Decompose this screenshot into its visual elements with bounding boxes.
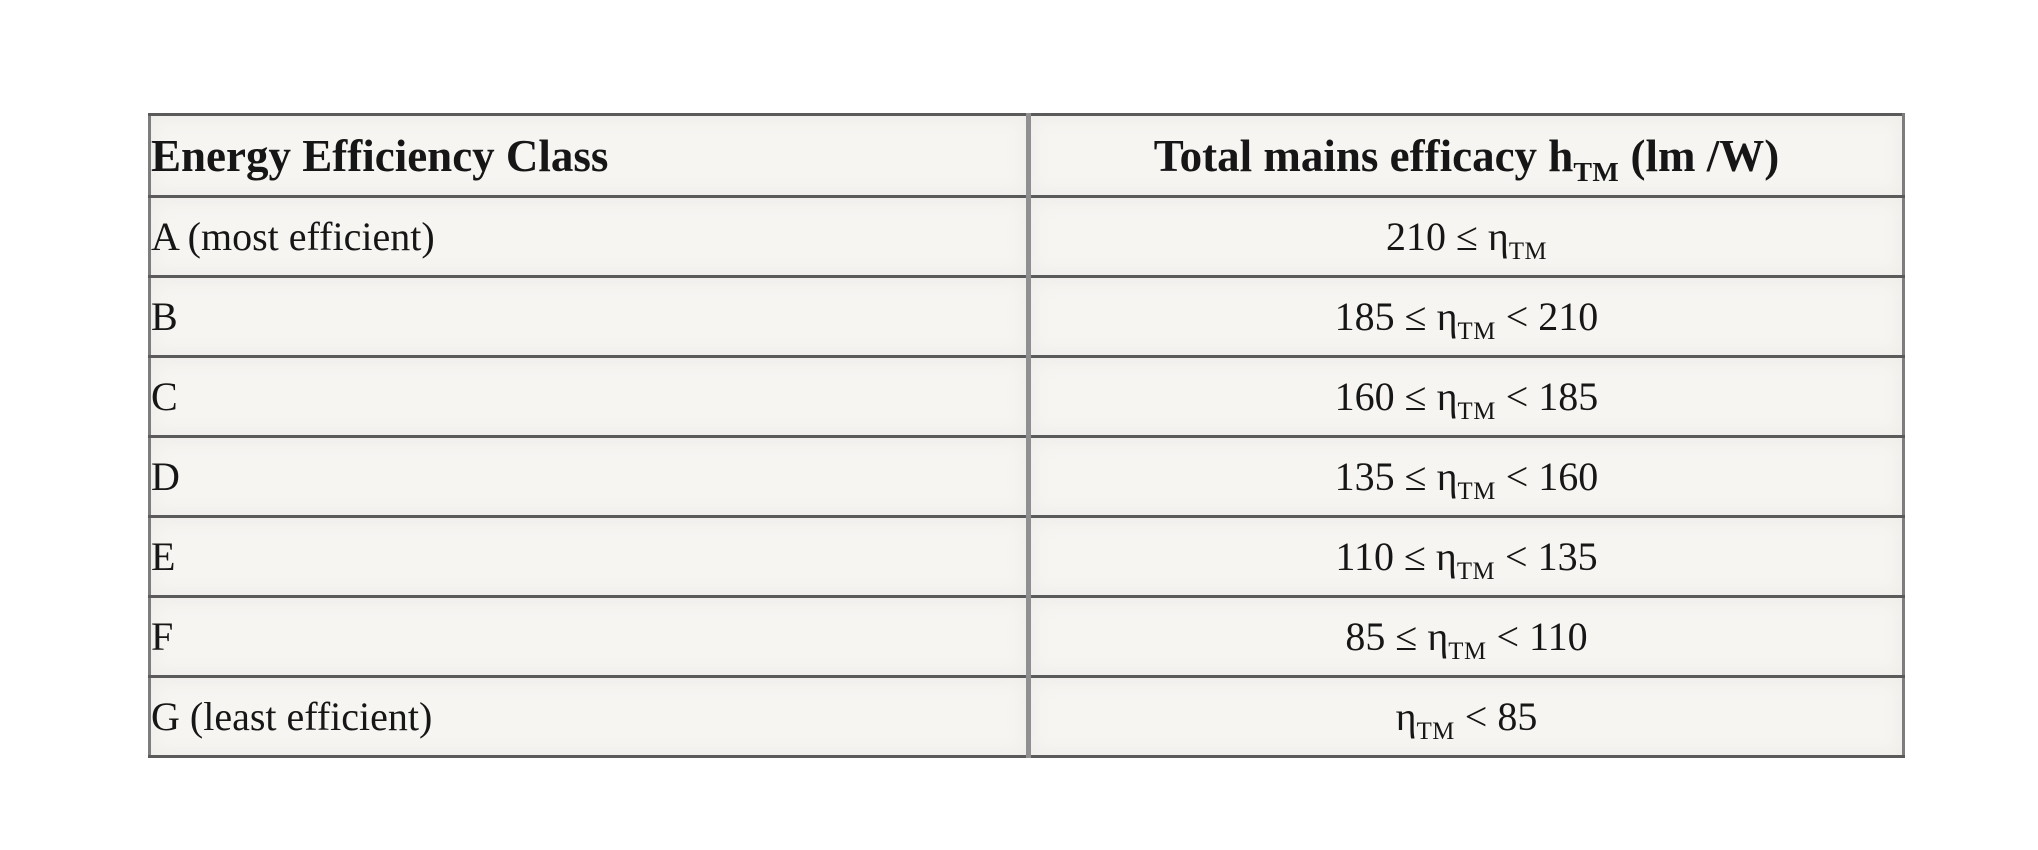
- efficacy-prefix-text: 85 ≤: [1345, 614, 1428, 659]
- efficacy-cell: 85 ≤ ηTM < 110: [1026, 595, 1905, 678]
- table-row-class-d: D 135 ≤ ηTM < 160: [148, 435, 1905, 518]
- table-row-class-e: E 110 ≤ ηTM < 135: [148, 515, 1905, 598]
- eta-symbol: η: [1395, 694, 1417, 739]
- efficacy-suffix-text: < 185: [1495, 374, 1599, 419]
- class-label: G (least efficient): [151, 694, 433, 739]
- eta-subscript: TM: [1457, 398, 1496, 425]
- header-efficacy-prefix-text: Total mains efficacy h: [1153, 130, 1574, 181]
- class-cell: A (most efficient): [148, 195, 1030, 278]
- class-label: A (most efficient): [151, 214, 435, 259]
- class-cell: D: [148, 435, 1030, 518]
- class-label: D: [151, 454, 180, 499]
- efficacy-expression: 210 ≤ ηTM: [1385, 214, 1547, 264]
- eta-subscript: TM: [1457, 478, 1496, 505]
- eta-symbol: η: [1435, 534, 1457, 579]
- eta-symbol: η: [1487, 214, 1509, 259]
- efficacy-expression: 160 ≤ ηTM < 185: [1334, 374, 1599, 424]
- eta-subscript: TM: [1416, 718, 1455, 745]
- class-label: F: [151, 614, 174, 659]
- efficacy-suffix-text: < 85: [1454, 694, 1538, 739]
- efficacy-suffix-text: < 110: [1486, 614, 1588, 659]
- efficacy-cell: ηTM < 85: [1026, 675, 1905, 758]
- header-efficacy-subscript: TM: [1573, 156, 1620, 188]
- header-cell-efficacy: Total mains efficacy hTM (lm /W): [1026, 113, 1905, 198]
- efficacy-cell: 135 ≤ ηTM < 160: [1026, 435, 1905, 518]
- efficacy-prefix-text: 135 ≤: [1334, 454, 1437, 499]
- table-row-class-a: A (most efficient) 210 ≤ ηTM: [148, 195, 1905, 278]
- table-row-class-g: G (least efficient) ηTM < 85: [148, 675, 1905, 758]
- efficacy-expression: 85 ≤ ηTM < 110: [1345, 614, 1588, 664]
- efficacy-suffix-text: < 210: [1495, 294, 1599, 339]
- efficacy-prefix-text: 110 ≤: [1335, 534, 1436, 579]
- eta-subscript: TM: [1448, 638, 1487, 665]
- header-efficacy-label: Total mains efficacy hTM (lm /W): [1153, 130, 1780, 186]
- table-row-class-f: F 85 ≤ ηTM < 110: [148, 595, 1905, 678]
- class-label: E: [151, 534, 176, 579]
- efficacy-expression: 110 ≤ ηTM < 135: [1335, 534, 1598, 584]
- eta-subscript: TM: [1457, 318, 1496, 345]
- efficacy-cell: 210 ≤ ηTM: [1026, 195, 1905, 278]
- eta-symbol: η: [1436, 294, 1458, 339]
- class-label: C: [151, 374, 178, 419]
- table-row-class-b: B 185 ≤ ηTM < 210: [148, 275, 1905, 358]
- header-class-label: Energy Efficiency Class: [151, 130, 609, 181]
- class-cell: F: [148, 595, 1030, 678]
- efficacy-cell: 110 ≤ ηTM < 135: [1026, 515, 1905, 598]
- header-efficacy-suffix-text: (lm /W): [1619, 130, 1780, 181]
- efficacy-prefix-text: 185 ≤: [1334, 294, 1437, 339]
- eta-symbol: η: [1436, 374, 1458, 419]
- eta-subscript: TM: [1456, 558, 1496, 585]
- efficacy-cell: 160 ≤ ηTM < 185: [1026, 355, 1905, 438]
- eta-symbol: η: [1436, 454, 1458, 499]
- eta-symbol: η: [1427, 614, 1449, 659]
- efficacy-suffix-text: < 160: [1495, 454, 1599, 499]
- efficacy-prefix-text: 210 ≤: [1385, 214, 1488, 259]
- header-cell-class: Energy Efficiency Class: [148, 113, 1030, 198]
- class-cell: G (least efficient): [148, 675, 1030, 758]
- efficacy-suffix-text: < 135: [1495, 534, 1598, 579]
- class-label: B: [151, 294, 178, 339]
- table-row-class-c: C 160 ≤ ηTM < 185: [148, 355, 1905, 438]
- efficacy-cell: 185 ≤ ηTM < 210: [1026, 275, 1905, 358]
- eta-subscript: TM: [1508, 238, 1548, 265]
- class-cell: E: [148, 515, 1030, 598]
- efficacy-prefix-text: 160 ≤: [1334, 374, 1437, 419]
- header-row: Energy Efficiency Class Total mains effi…: [148, 113, 1905, 198]
- energy-efficiency-table: Energy Efficiency Class Total mains effi…: [148, 113, 1905, 758]
- efficacy-expression: ηTM < 85: [1395, 694, 1538, 744]
- efficacy-expression: 135 ≤ ηTM < 160: [1334, 454, 1599, 504]
- class-cell: C: [148, 355, 1030, 438]
- class-cell: B: [148, 275, 1030, 358]
- efficacy-expression: 185 ≤ ηTM < 210: [1334, 294, 1599, 344]
